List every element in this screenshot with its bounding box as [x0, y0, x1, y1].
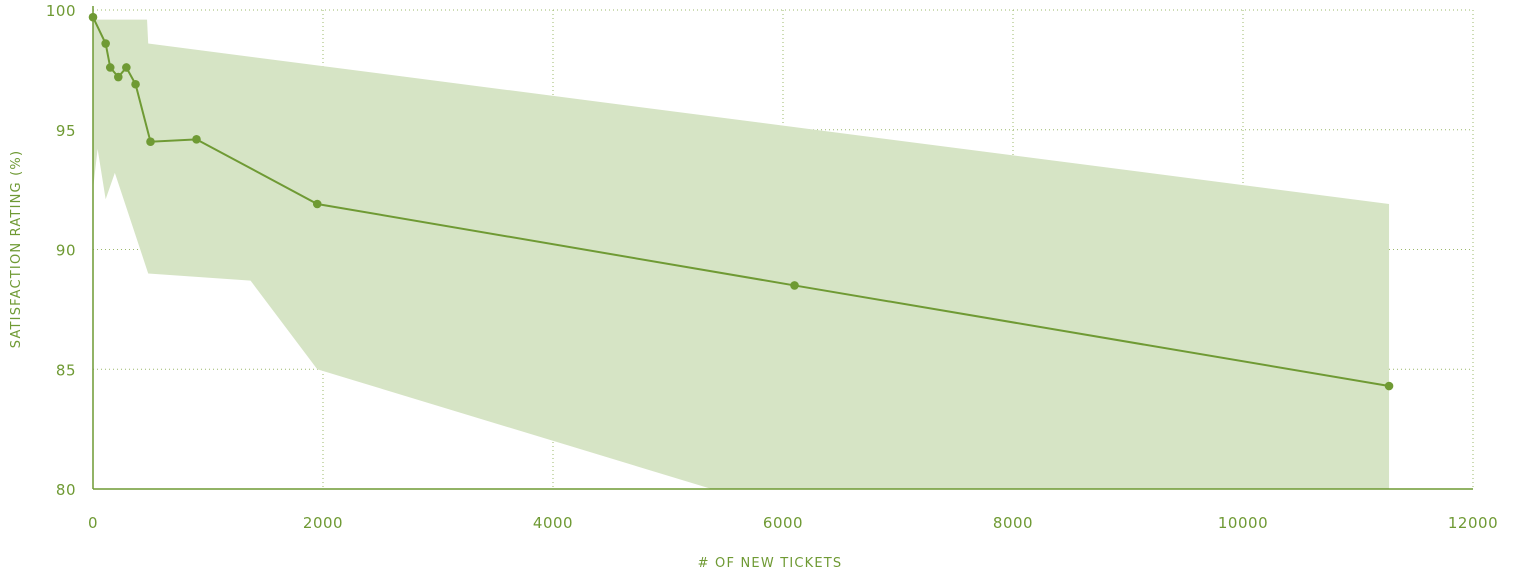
data-point	[131, 79, 140, 89]
data-point	[790, 281, 799, 290]
data-point	[312, 199, 322, 209]
confidence-band	[93, 19, 1390, 490]
y-tick-label: 95	[56, 122, 76, 140]
x-tick-label: 2000	[303, 514, 343, 532]
data-point	[192, 135, 201, 144]
data-point	[146, 137, 155, 147]
y-axis-title: SATISFACTION RATING (%)	[9, 150, 24, 349]
x-tick-labels: 0 2000 4000 6000 8000 10000 12000	[88, 514, 1498, 532]
x-tick-label: 12000	[1448, 514, 1498, 532]
data-point	[114, 72, 123, 82]
x-tick-label: 6000	[763, 514, 803, 532]
series-points	[88, 12, 1394, 391]
y-tick-label: 90	[56, 242, 76, 260]
y-tick-label: 85	[56, 361, 76, 379]
x-tick-label: 0	[88, 514, 98, 532]
data-point	[105, 63, 115, 72]
y-tick-labels: 80 85 90 95 100	[46, 2, 76, 499]
x-tick-label: 10000	[1218, 514, 1268, 532]
x-tick-label: 4000	[533, 514, 573, 532]
x-tick-label: 8000	[993, 514, 1033, 532]
data-point	[88, 12, 98, 22]
data-point	[122, 63, 131, 72]
x-axis-title: # OF NEW TICKETS	[698, 556, 843, 571]
y-tick-label: 80	[56, 481, 76, 499]
y-tick-label: 100	[46, 2, 76, 20]
axes	[92, 6, 1473, 490]
data-point	[101, 39, 110, 48]
data-point	[1384, 381, 1394, 391]
